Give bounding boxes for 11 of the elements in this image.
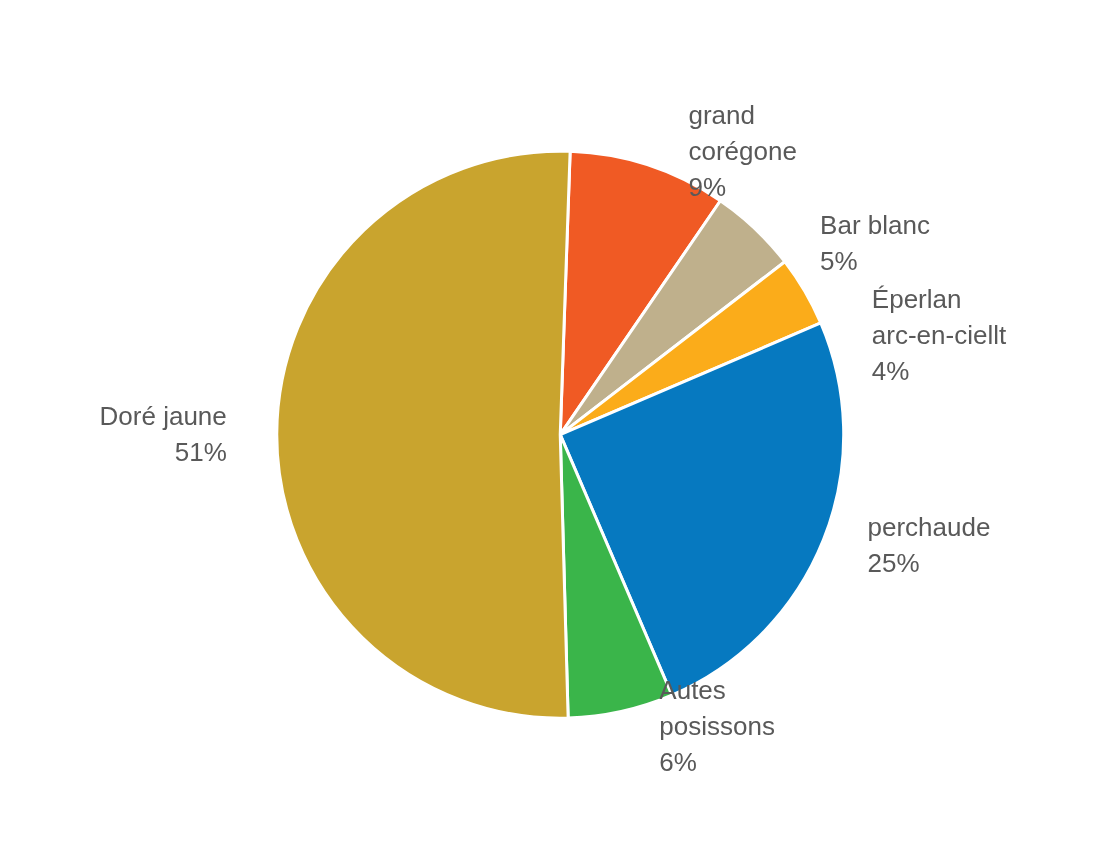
data-label: 25% — [867, 548, 920, 579]
slice-label: perchaude — [867, 512, 991, 543]
slice-label: Éperlan arc-en-ciellt — [871, 284, 1007, 351]
slice-label: Doré jaune — [99, 400, 227, 431]
slice-label: Bar blanc — [820, 210, 930, 241]
slice-label: grand corégone — [688, 100, 797, 167]
data-label: 51% — [174, 436, 227, 467]
data-label: 4% — [871, 356, 910, 387]
data-label: 6% — [659, 747, 697, 778]
data-label: 5% — [820, 246, 858, 277]
data-label: 9% — [688, 172, 727, 203]
